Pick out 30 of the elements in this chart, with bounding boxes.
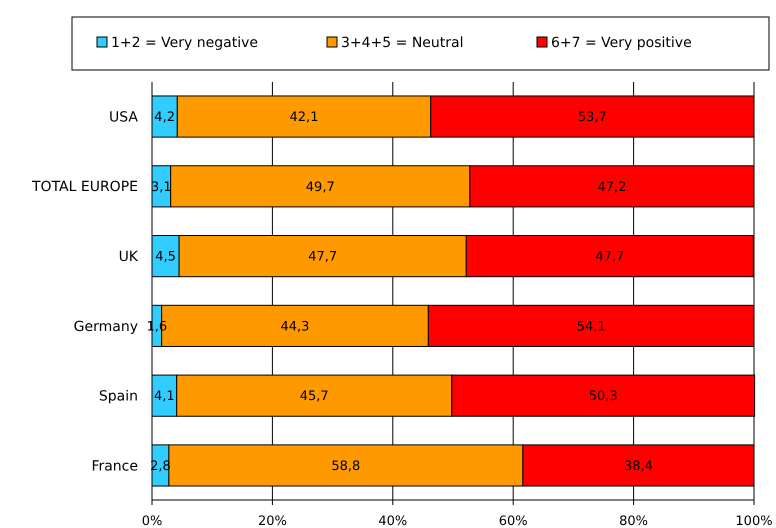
y-tick-label: USA	[109, 109, 138, 126]
y-tick-label: Germany	[74, 318, 138, 335]
data-label: 38,4	[624, 459, 653, 474]
x-tick-label: 20%	[258, 514, 287, 528]
y-tick-label: TOTAL EUROPE	[31, 179, 138, 196]
y-tick-label: UK	[118, 249, 139, 266]
data-label: 44,3	[280, 319, 310, 334]
x-tick-label: 60%	[498, 514, 528, 528]
x-tick-label: 80%	[619, 514, 648, 528]
data-label: 50,3	[588, 389, 618, 404]
data-label: 47,7	[595, 250, 624, 265]
legend-label: 6+7 = Very positive	[551, 34, 692, 51]
data-label: 42,1	[290, 110, 318, 126]
x-tick-label: 100%	[735, 514, 773, 528]
legend-label: 1+2 = Very negative	[111, 34, 258, 51]
data-label: 49,7	[306, 180, 335, 195]
x-tick-label: 40%	[378, 514, 408, 528]
data-label: 47,2	[597, 180, 626, 195]
data-label: 4,1	[154, 389, 175, 404]
legend-label: 3+4+5 = Neutral	[341, 34, 464, 51]
data-label: 58,8	[331, 459, 360, 474]
y-tick-label: France	[91, 458, 138, 474]
data-label: 4,5	[155, 250, 176, 265]
data-label: 47,7	[308, 250, 338, 265]
y-tick-label: Spain	[98, 388, 138, 405]
data-label: 53,7	[578, 110, 607, 126]
x-tick-label: 0%	[142, 514, 162, 528]
data-label: 54,1	[576, 319, 606, 334]
data-label: 4,2	[154, 110, 175, 126]
data-label: 45,7	[300, 389, 329, 404]
